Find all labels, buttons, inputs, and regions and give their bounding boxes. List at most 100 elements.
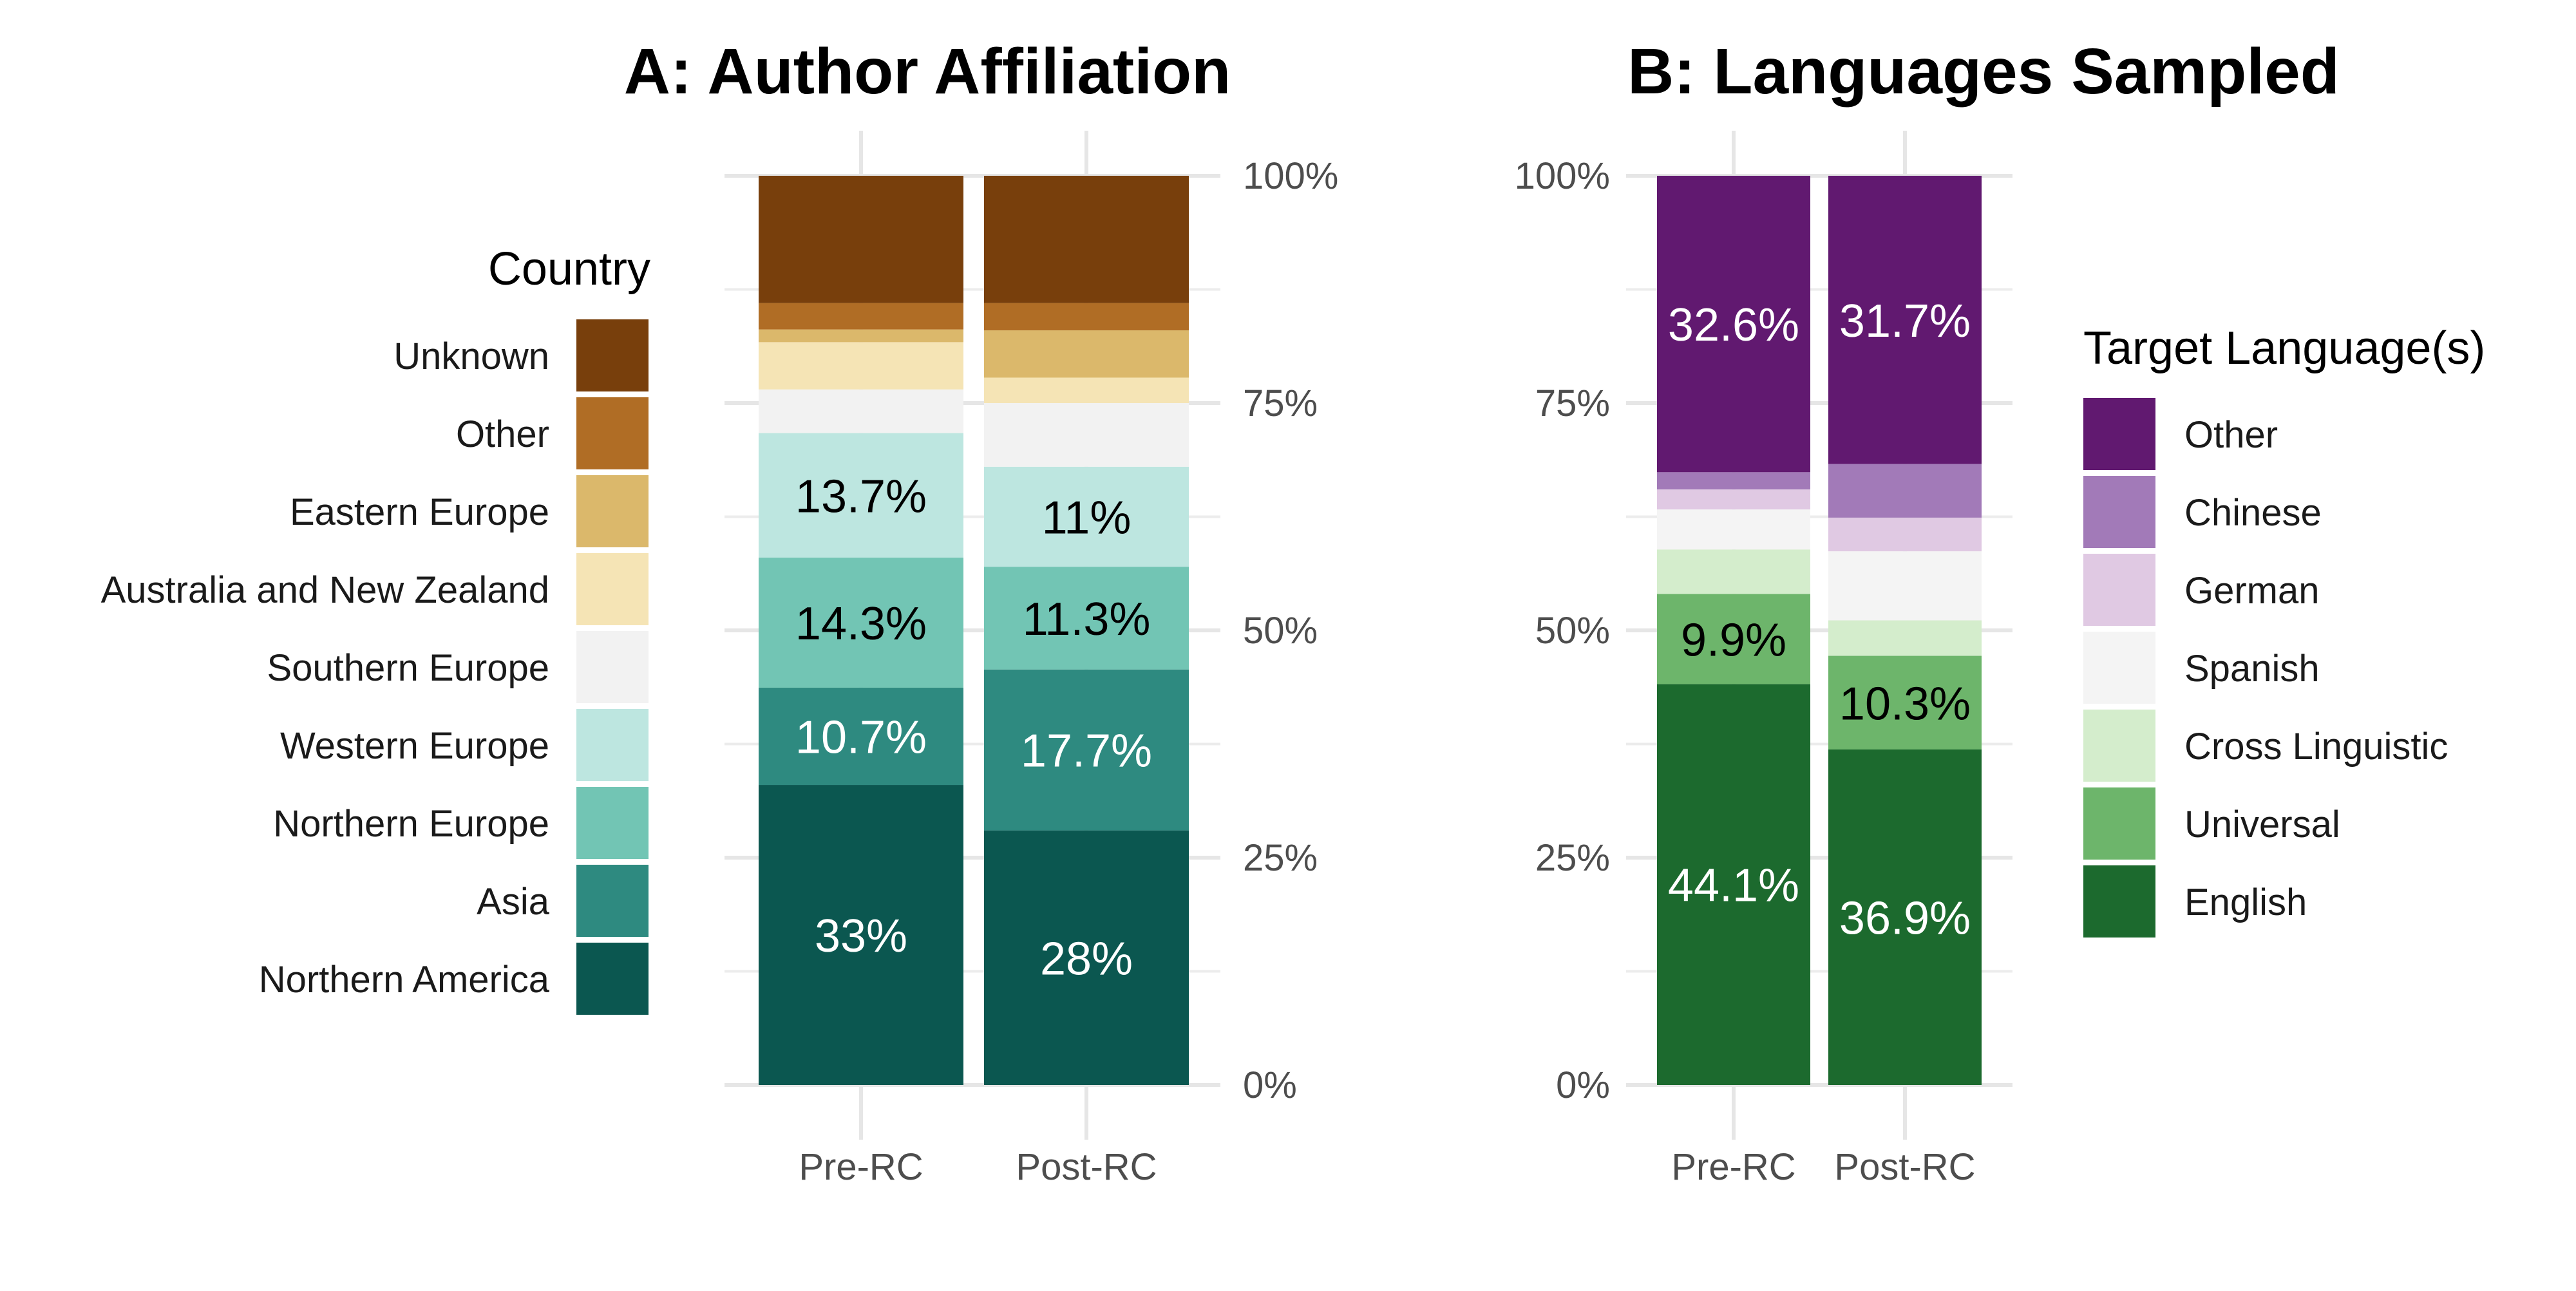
bar-segment-northern-america-pre-rc [759, 785, 963, 1085]
bar-segment-spanish-pre-rc [1657, 509, 1810, 550]
bar-segment-universal-post-rc [1828, 655, 1982, 749]
bar-segment-other-post-rc [984, 303, 1189, 331]
legend-swatch-other [576, 397, 649, 469]
y-tick-label: 0% [1556, 1064, 1610, 1106]
data-label-english-post-rc: 36.9% [1839, 892, 1971, 944]
bar-segment-northern-europe-pre-rc [759, 558, 963, 688]
legend-label-northern-europe: Northern Europe [273, 803, 549, 845]
legend-swatch-southern-europe [576, 631, 649, 703]
data-label-northern-america-post-rc: 28% [1040, 933, 1133, 985]
panel-a-author-affiliation: A: Author Affiliation 33% 10.7% 14.3% 13.7%… [101, 35, 1339, 1188]
panel-b-title: B: Languages Sampled [1627, 35, 2340, 108]
legend-swatch-western-europe [576, 709, 649, 781]
legend-title: Country [488, 243, 650, 295]
bar-segment-spanish-post-rc [1828, 551, 1982, 621]
y-tick-label: 0% [1243, 1064, 1297, 1106]
legend-swatch-english [2083, 865, 2155, 938]
bar-segment-western-europe-pre-rc [759, 433, 963, 558]
bar-segment-australia-and-new-zealand-pre-rc [759, 342, 963, 390]
legend-swatch-asia [576, 865, 649, 937]
x-tick-label-pre-rc: Pre-RC [799, 1146, 923, 1188]
bar-segment-chinese-pre-rc [1657, 472, 1810, 490]
bar-segment-english-post-rc [1828, 749, 1982, 1085]
panel-b-legend: Target Language(s) Other Chinese German Spa… [2083, 323, 2485, 938]
bar-segment-unknown-pre-rc [759, 176, 963, 303]
legend-swatch-other [2083, 398, 2155, 470]
bar-segment-northern-europe-post-rc [984, 567, 1189, 670]
y-tick-label: 50% [1243, 610, 1318, 652]
data-label-western-europe-pre-rc: 13.7% [795, 471, 927, 522]
y-tick-label: 25% [1535, 837, 1610, 879]
legend-swatch-northern-europe [576, 787, 649, 859]
legend-label-spanish: Spanish [2184, 648, 2320, 690]
x-tick-label-post-rc: Post-RC [1834, 1146, 1975, 1188]
legend-label-cross-linguistic: Cross Linguistic [2184, 726, 2448, 768]
legend-label-other: Other [456, 413, 549, 455]
x-tick-label-post-rc: Post-RC [1016, 1146, 1157, 1188]
bar-segment-asia-post-rc [984, 669, 1189, 831]
y-tick-label: 75% [1535, 382, 1610, 424]
bar-segment-universal-pre-rc [1657, 594, 1810, 684]
legend-label-universal: Universal [2184, 804, 2340, 845]
legend-label-unknown: Unknown [393, 335, 549, 377]
legend-label-eastern-europe: Eastern Europe [290, 491, 549, 533]
bar-segment-english-pre-rc [1657, 684, 1810, 1085]
legend-swatch-unknown [576, 319, 649, 391]
legend-label-asia: Asia [477, 881, 550, 923]
bar-segment-western-europe-post-rc [984, 466, 1189, 567]
bar-segment-asia-pre-rc [759, 687, 963, 786]
y-tick-label: 100% [1515, 155, 1610, 197]
panel-a-title: A: Author Affiliation [624, 35, 1231, 108]
bar-segment-german-post-rc [1828, 517, 1982, 552]
data-label-other-post-rc: 31.7% [1839, 296, 1971, 347]
data-label-other-pre-rc: 32.6% [1668, 299, 1799, 351]
legend-swatch-northern-america [576, 943, 649, 1015]
data-label-universal-post-rc: 10.3% [1839, 678, 1971, 730]
legend-swatch-eastern-europe [576, 475, 649, 547]
bar-segment-german-pre-rc [1657, 489, 1810, 510]
bar-segment-cross-linguistic-pre-rc [1657, 549, 1810, 594]
legend-swatch-universal [2083, 787, 2155, 860]
legend-label-northern-america: Northern America [259, 959, 550, 1001]
bar-segment-southern-europe-post-rc [984, 403, 1189, 467]
legend-swatch-german [2083, 554, 2155, 626]
bar-segment-australia-and-new-zealand-post-rc [984, 377, 1189, 403]
legend-swatch-cross-linguistic [2083, 710, 2155, 782]
legend-swatch-chinese [2083, 476, 2155, 548]
legend-label-other: Other [2184, 414, 2278, 456]
data-label-northern-america-pre-rc: 33% [815, 910, 907, 962]
bar-segment-other-pre-rc [759, 303, 963, 330]
y-tick-label: 75% [1243, 382, 1318, 424]
y-tick-label: 25% [1243, 837, 1318, 879]
bar-segment-other-pre-rc [1657, 176, 1810, 473]
bar-segment-southern-europe-pre-rc [759, 389, 963, 433]
data-label-english-pre-rc: 44.1% [1668, 860, 1799, 912]
legend-label-chinese: Chinese [2184, 492, 2322, 534]
data-label-northern-europe-post-rc: 11.3% [1023, 594, 1151, 645]
bar-segment-eastern-europe-post-rc [984, 330, 1189, 378]
legend-label-german: German [2184, 570, 2320, 612]
panel-b-languages-sampled: B: Languages Sampled 44.1% 9.9% 32.6% 36.9%… [1515, 35, 2486, 1188]
panel-a-legend: Country Unknown Other Eastern Europe Austra… [101, 243, 650, 1015]
bar-segment-chinese-post-rc [1828, 464, 1982, 518]
legend-title: Target Language(s) [2083, 323, 2485, 374]
legend-label-western-europe: Western Europe [280, 725, 549, 767]
data-label-western-europe-post-rc: 11% [1042, 493, 1132, 544]
legend-swatch-spanish [2083, 632, 2155, 704]
data-label-asia-pre-rc: 10.7% [795, 711, 927, 763]
y-tick-label: 100% [1243, 155, 1338, 197]
legend-label-australia-and-new-zealand: Australia and New Zealand [101, 569, 549, 611]
bar-segment-eastern-europe-pre-rc [759, 329, 963, 343]
bar-segment-northern-america-post-rc [984, 830, 1189, 1085]
bar-segment-unknown-post-rc [984, 176, 1189, 303]
bar-segment-other-post-rc [1828, 176, 1982, 464]
data-label-universal-pre-rc: 9.9% [1681, 614, 1786, 666]
x-tick-label-pre-rc: Pre-RC [1671, 1146, 1795, 1188]
bar-segment-cross-linguistic-post-rc [1828, 620, 1982, 656]
legend-label-english: English [2184, 881, 2307, 923]
data-label-asia-post-rc: 17.7% [1021, 726, 1152, 777]
legend-label-southern-europe: Southern Europe [267, 647, 549, 689]
data-label-northern-europe-pre-rc: 14.3% [795, 598, 927, 650]
